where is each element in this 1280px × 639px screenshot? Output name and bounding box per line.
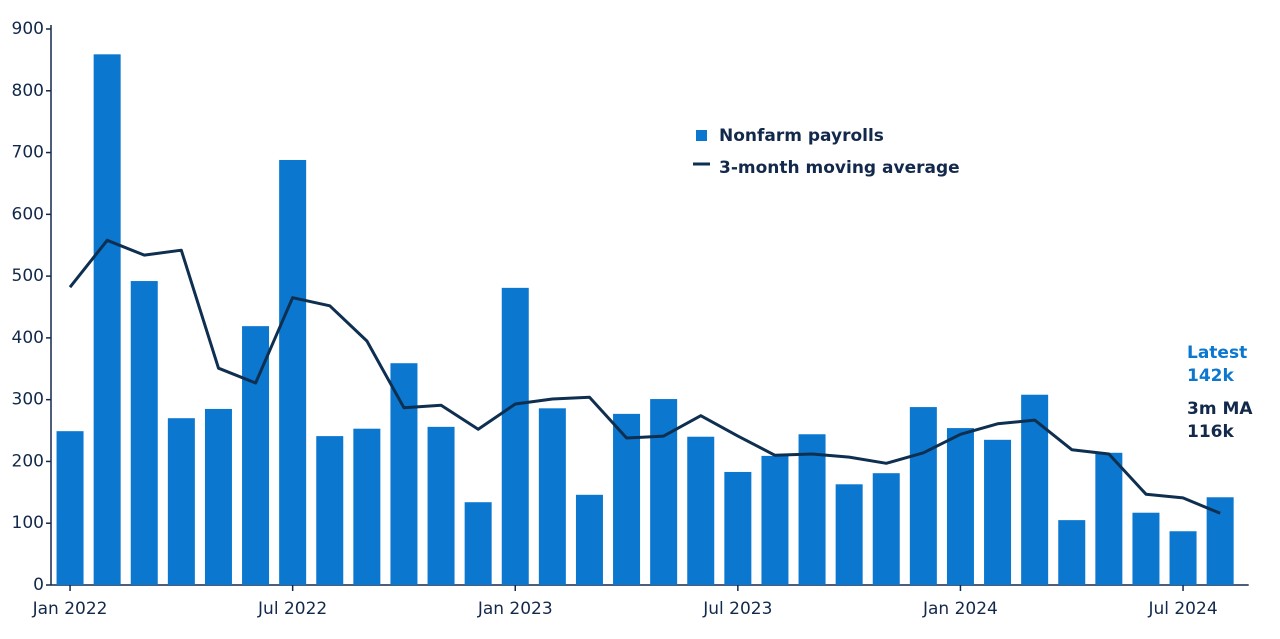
- bar: [761, 455, 789, 585]
- bar: [946, 428, 974, 585]
- bar: [650, 399, 678, 585]
- y-tick-label: 300: [12, 390, 44, 410]
- bar: [427, 426, 455, 585]
- bar: [835, 484, 863, 585]
- annotation: Latest: [1187, 343, 1247, 363]
- annotation: 142k: [1187, 366, 1234, 386]
- y-tick-label: 0: [33, 575, 44, 595]
- x-tick-label: Jan 2024: [922, 599, 998, 619]
- bar: [1095, 452, 1123, 585]
- legend-label: 3-month moving average: [719, 158, 960, 178]
- bar: [242, 326, 270, 585]
- legend-label: Nonfarm payrolls: [719, 126, 884, 146]
- bar: [1021, 394, 1049, 585]
- bar: [130, 281, 158, 585]
- bar: [279, 159, 307, 586]
- y-tick-label: 100: [12, 513, 44, 533]
- x-tick-label: Jul 2024: [1147, 599, 1217, 619]
- bar: [538, 408, 566, 585]
- bar: [316, 436, 344, 585]
- bar: [909, 407, 937, 585]
- y-tick-label: 700: [12, 143, 44, 163]
- y-tick-label: 900: [12, 19, 44, 39]
- y-tick-label: 400: [12, 328, 44, 348]
- annotation: 116k: [1187, 422, 1234, 442]
- bar: [872, 473, 900, 585]
- x-tick-label: Jan 2023: [477, 599, 553, 619]
- bar: [687, 436, 715, 585]
- bar: [93, 54, 121, 586]
- y-tick-label: 800: [12, 81, 44, 101]
- bar: [390, 363, 418, 585]
- bar: [167, 418, 195, 585]
- line: [68, 238, 1221, 515]
- bar: [353, 428, 381, 585]
- bar: [798, 434, 826, 585]
- bar: [1169, 531, 1197, 585]
- bar: [613, 413, 641, 585]
- bar: [464, 502, 492, 585]
- bar: [575, 494, 603, 585]
- annotation: 3m MA: [1187, 399, 1253, 419]
- bar: [1058, 520, 1086, 585]
- bar: [984, 439, 1012, 585]
- bar: [56, 431, 84, 585]
- bar: [724, 471, 752, 585]
- bar: [1132, 512, 1160, 585]
- bar: [204, 408, 232, 585]
- legend-marker: [696, 130, 707, 141]
- y-tick-label: 600: [12, 204, 44, 224]
- y-tick-label: 500: [12, 266, 44, 286]
- bar: [501, 287, 529, 585]
- y-tick-label: 200: [12, 451, 44, 471]
- x-tick-label: Jul 2022: [257, 599, 327, 619]
- x-tick-label: Jan 2022: [32, 599, 108, 619]
- x-tick-label: Jul 2023: [702, 599, 772, 619]
